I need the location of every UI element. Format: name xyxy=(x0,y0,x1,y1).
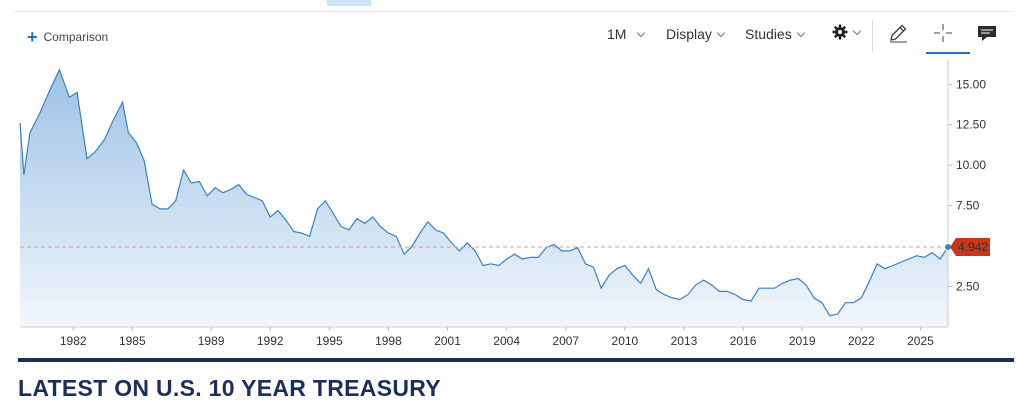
x-tick-label: 1989 xyxy=(198,334,225,348)
x-tick-label: 2010 xyxy=(612,334,639,348)
last-value-text: 4.942 xyxy=(958,240,988,254)
y-tick-label: 10.00 xyxy=(956,158,986,172)
draw-pencil-icon[interactable] xyxy=(887,22,909,44)
x-tick-label: 2025 xyxy=(907,334,934,348)
y-tick-label: 15.00 xyxy=(956,77,986,91)
x-tick-label: 2013 xyxy=(671,334,698,348)
y-axis-ticks: 2.50 7.50 10.00 12.50 15.00 xyxy=(948,77,986,294)
y-tick-label: 12.50 xyxy=(956,118,986,132)
display-dropdown[interactable]: Display xyxy=(666,26,726,42)
yield-chart: 1982 1985 1989 1992 1995 1998 2001 2004 2007 2010… xyxy=(19,60,990,348)
toolbar-separator xyxy=(872,20,873,52)
chart-toolbar: 1M Display Studies xyxy=(0,24,1024,48)
yield-area xyxy=(20,69,948,327)
x-tick-label: 1982 xyxy=(60,334,87,348)
timeframe-label: 1M xyxy=(607,26,627,42)
gear-icon xyxy=(832,24,848,40)
active-tool-indicator xyxy=(926,52,970,54)
x-tick-label: 2004 xyxy=(493,334,520,348)
section-divider xyxy=(18,358,1014,362)
studies-dropdown[interactable]: Studies xyxy=(745,26,805,42)
studies-label: Studies xyxy=(745,26,792,42)
x-tick-label: 2022 xyxy=(848,334,875,348)
chevron-down-icon xyxy=(716,28,726,37)
y-tick-label: 7.50 xyxy=(956,199,980,213)
top-tab-marker xyxy=(327,0,371,6)
x-tick-label: 1992 xyxy=(257,334,284,348)
chevron-down-icon xyxy=(796,28,805,37)
chevron-down-icon xyxy=(637,28,646,37)
comment-icon[interactable] xyxy=(976,24,998,44)
x-tick-label: 1995 xyxy=(316,334,343,348)
plus-icon: + xyxy=(27,27,38,47)
x-tick-label: 2001 xyxy=(434,334,461,348)
section-headline: LATEST ON U.S. 10 YEAR TREASURY xyxy=(18,375,441,400)
x-tick-label: 1985 xyxy=(119,334,146,348)
crosshair-icon[interactable] xyxy=(932,22,954,44)
chevron-down-icon xyxy=(852,26,862,35)
top-divider xyxy=(14,11,1014,12)
settings-dropdown[interactable] xyxy=(832,24,862,40)
x-tick-label: 2019 xyxy=(789,334,816,348)
y-tick-label: 2.50 xyxy=(956,280,980,294)
comparison-label: Comparison xyxy=(43,30,109,44)
timeframe-dropdown[interactable]: 1M xyxy=(607,26,646,42)
last-value-badge-shape xyxy=(950,238,990,257)
x-tick-label: 1998 xyxy=(375,334,402,348)
x-tick-label: 2007 xyxy=(552,334,579,348)
display-label: Display xyxy=(666,26,712,42)
x-tick-label: 2016 xyxy=(730,334,757,348)
yield-line xyxy=(19,68,949,317)
last-value-badge: 4.942 xyxy=(950,238,990,257)
x-axis-ticks: 1982 1985 1989 1992 1995 1998 2001 2004 2007 2010… xyxy=(60,327,934,348)
comparison-button[interactable]: + Comparison xyxy=(27,27,109,47)
